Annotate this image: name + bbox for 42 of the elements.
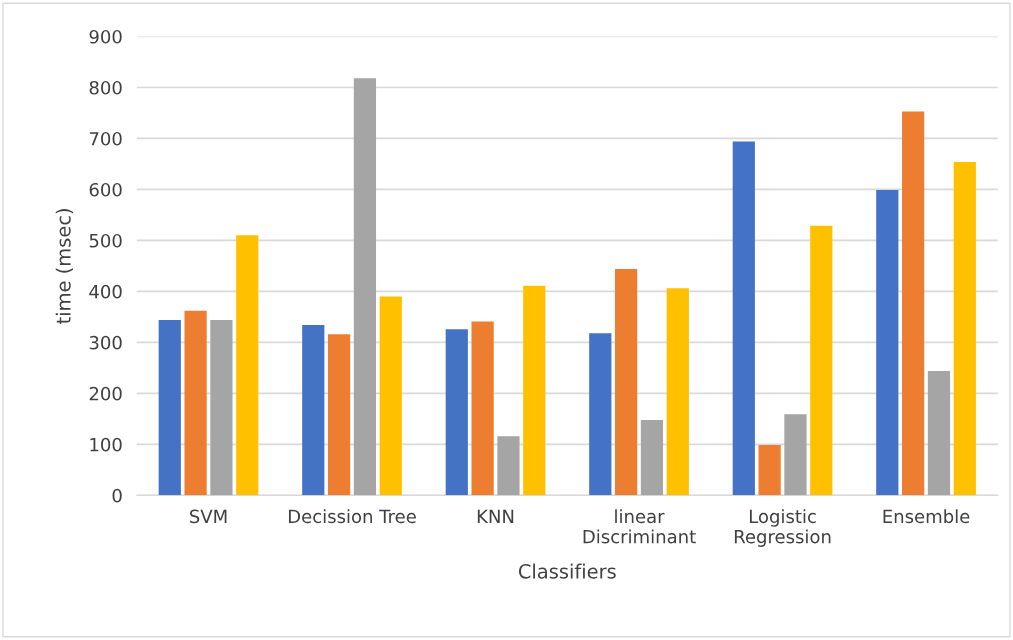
y-tick-label: 800 bbox=[89, 80, 122, 95]
bar bbox=[953, 161, 976, 496]
x-tick-label: KNN bbox=[477, 509, 514, 523]
y-tick-label: 400 bbox=[89, 284, 122, 299]
bar bbox=[902, 111, 925, 496]
x-tick-label: Decission Tree bbox=[288, 509, 416, 524]
bar bbox=[784, 414, 807, 496]
x-axis-title: Classifiers bbox=[518, 563, 616, 579]
bar bbox=[353, 78, 377, 496]
bar bbox=[876, 189, 899, 496]
y-tick-label: 500 bbox=[89, 233, 122, 248]
bar bbox=[615, 268, 638, 496]
y-tick-label: 200 bbox=[89, 386, 122, 401]
bar bbox=[379, 296, 402, 496]
x-tick-label: linear Discriminant bbox=[583, 509, 696, 544]
bar bbox=[302, 325, 325, 496]
bar bbox=[523, 285, 546, 496]
bar bbox=[158, 319, 181, 496]
bar bbox=[758, 444, 781, 496]
bar bbox=[445, 329, 468, 496]
y-axis-title: time (msec) bbox=[55, 209, 74, 324]
y-tick-label: 700 bbox=[89, 131, 122, 146]
bar bbox=[184, 310, 207, 496]
bar bbox=[497, 436, 520, 496]
bar bbox=[471, 321, 494, 496]
y-tick-label: 600 bbox=[89, 182, 122, 197]
y-tick-label: 300 bbox=[89, 335, 122, 350]
x-tick-label: Logistic Regression bbox=[734, 509, 831, 547]
bar bbox=[927, 370, 951, 496]
bar bbox=[810, 225, 833, 496]
bar bbox=[236, 235, 259, 496]
bar bbox=[666, 288, 689, 496]
bar bbox=[589, 333, 612, 496]
y-tick-label: 100 bbox=[90, 437, 122, 452]
bar bbox=[327, 334, 351, 496]
bar bbox=[732, 141, 755, 496]
y-tick-label: 0 bbox=[112, 488, 122, 503]
bar bbox=[640, 419, 664, 496]
x-tick-label: SVM bbox=[190, 509, 227, 524]
bar bbox=[210, 319, 233, 496]
x-tick-label: Ensemble bbox=[883, 509, 970, 524]
y-tick-label: 900 bbox=[89, 29, 122, 44]
